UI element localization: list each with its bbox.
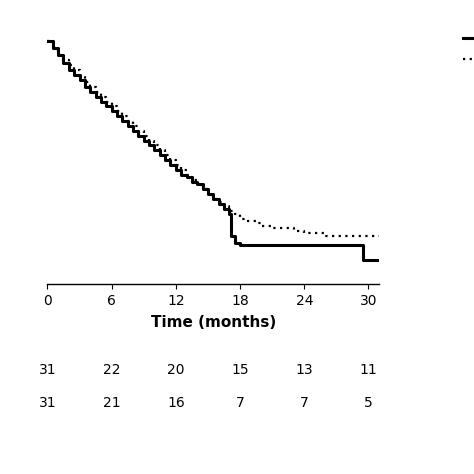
Text: 16: 16 <box>167 396 185 410</box>
X-axis label: Time (months): Time (months) <box>151 315 276 330</box>
Text: 20: 20 <box>167 363 184 377</box>
Text: 31: 31 <box>38 363 56 377</box>
Legend: , : , <box>459 29 474 71</box>
Text: 7: 7 <box>300 396 309 410</box>
Text: 11: 11 <box>360 363 377 377</box>
Text: 21: 21 <box>103 396 120 410</box>
Text: 5: 5 <box>364 396 373 410</box>
Text: 22: 22 <box>103 363 120 377</box>
Text: 7: 7 <box>236 396 245 410</box>
Text: 13: 13 <box>295 363 313 377</box>
Text: 15: 15 <box>231 363 249 377</box>
Text: 31: 31 <box>38 396 56 410</box>
